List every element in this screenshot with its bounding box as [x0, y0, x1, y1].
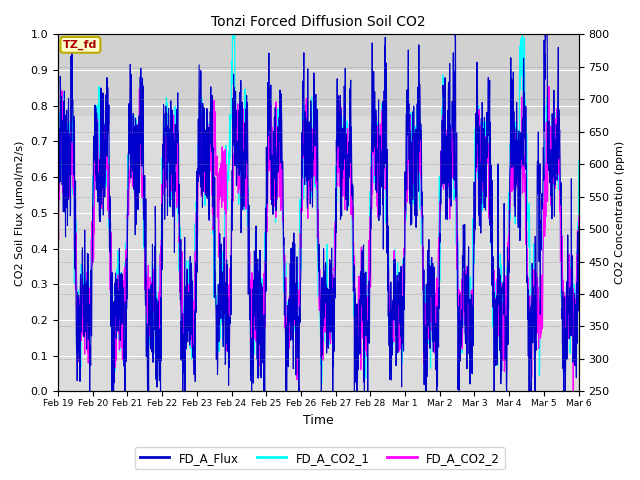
Line: FD_A_CO2_2: FD_A_CO2_2 [58, 86, 613, 391]
FD_A_CO2_2 [570, 388, 577, 394]
Bar [58, 35, 579, 117]
Y-axis label: CO2 Soil Flux (μmol/m2/s): CO2 Soil Flux (μmol/m2/s) [15, 140, 25, 286]
Line: FD_A_Flux: FD_A_Flux [58, 35, 613, 391]
FD_A_CO2_1 [594, 277, 602, 283]
FD_A_CO2_1 [492, 287, 500, 292]
FD_A_CO2_1 [594, 299, 602, 305]
X-axis label: Time: Time [303, 414, 333, 427]
Y-axis label: CO2 Concentration (ppm): CO2 Concentration (ppm) [615, 141, 625, 285]
Legend: FD_A_Flux, FD_A_CO2_1, FD_A_CO2_2: FD_A_Flux, FD_A_CO2_1, FD_A_CO2_2 [135, 447, 505, 469]
FD_A_CO2_2 [324, 317, 332, 323]
FD_A_Flux [609, 235, 617, 241]
FD_A_Flux [54, 168, 62, 173]
FD_A_CO2_1 [228, 32, 236, 37]
FD_A_CO2_1 [609, 179, 617, 185]
FD_A_CO2_2 [609, 184, 617, 190]
FD_A_Flux [324, 346, 332, 351]
FD_A_Flux [492, 319, 500, 325]
FD_A_CO2_2 [594, 312, 602, 317]
FD_A_CO2_2 [54, 215, 62, 220]
FD_A_CO2_2 [545, 84, 553, 89]
FD_A_Flux [451, 32, 459, 37]
FD_A_CO2_1 [83, 302, 90, 308]
FD_A_CO2_2 [310, 145, 317, 151]
FD_A_CO2_2 [492, 338, 499, 344]
Text: TZ_fd: TZ_fd [63, 40, 98, 50]
FD_A_CO2_1 [324, 300, 332, 305]
Title: Tonzi Forced Diffusion Soil CO2: Tonzi Forced Diffusion Soil CO2 [211, 15, 426, 29]
FD_A_CO2_1 [54, 207, 62, 213]
FD_A_Flux [86, 388, 93, 394]
Line: FD_A_CO2_1: FD_A_CO2_1 [58, 35, 613, 383]
FD_A_Flux [83, 281, 90, 287]
FD_A_CO2_1 [318, 380, 326, 386]
FD_A_Flux [594, 320, 602, 325]
FD_A_Flux [594, 358, 602, 364]
FD_A_CO2_1 [310, 118, 317, 124]
FD_A_CO2_2 [594, 329, 602, 335]
FD_A_CO2_2 [83, 307, 90, 312]
FD_A_Flux [310, 116, 317, 122]
